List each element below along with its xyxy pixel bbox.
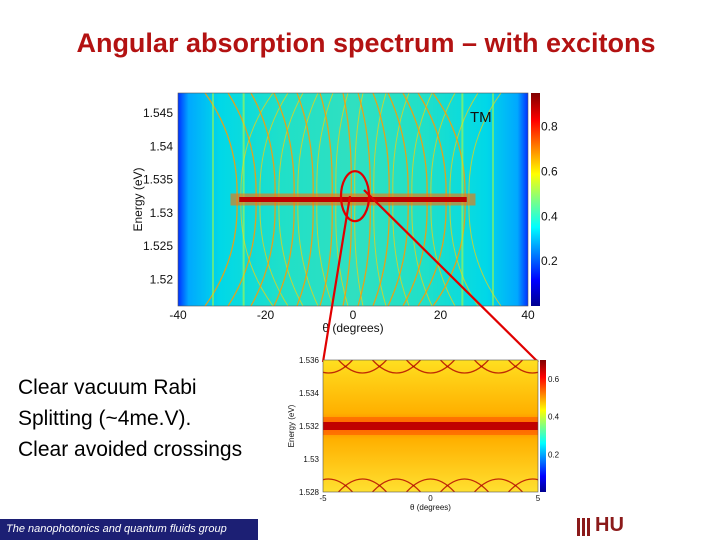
y-tick-label: 1.545 <box>143 106 173 120</box>
zoom-y-axis-label: Energy (eV) <box>287 404 296 447</box>
zoom-heatmap-frame <box>322 359 539 493</box>
main-colorbar <box>531 93 540 306</box>
main-heatmap-frame <box>177 92 529 307</box>
zoom-y-tick-label: 1.53 <box>303 455 319 464</box>
x-axis-label: θ (degrees) <box>322 321 383 335</box>
zoom-mode-line <box>440 360 489 374</box>
zoom-colorbar-tick-label: 0.2 <box>548 450 560 459</box>
zoom-heatmap <box>322 359 539 493</box>
colorbar-tick-label: 0.4 <box>541 209 558 223</box>
slide-title: Angular absorption spectrum – with excit… <box>76 28 656 58</box>
zoom-colorbar-tick-label: 0.4 <box>548 413 560 422</box>
zoom-mode-line <box>508 360 538 374</box>
caption-line-2: Splitting (~4me.V). <box>18 407 192 430</box>
zoom-mode-line <box>406 360 455 374</box>
university-logo-icon <box>577 518 590 536</box>
zoom-mode-line <box>372 478 421 492</box>
zoom-mode-line <box>406 478 455 492</box>
zoom-x-tick-label: -5 <box>319 494 327 503</box>
zoom-x-tick-label: 5 <box>536 494 541 503</box>
zoom-x-tick-label: 0 <box>428 494 433 503</box>
y-tick-label: 1.535 <box>143 173 173 187</box>
exciton-band <box>239 197 467 202</box>
zoom-y-tick-label: 1.534 <box>299 389 320 398</box>
zoom-y-tick-label: 1.536 <box>299 356 320 365</box>
zoom-mode-line <box>474 360 523 374</box>
zoom-colorbar-tick-label: 0.6 <box>548 375 560 384</box>
zoom-heatmap-mode-lines <box>323 360 538 492</box>
caption-line-3: Clear avoided crossings <box>18 438 243 461</box>
logo-text: HU <box>595 514 624 536</box>
zoom-axes: 1.528 1.53 1.532 1.534 1.536 -5 0 5 θ (degrees) E… <box>287 356 541 512</box>
zoom-x-axis-label: θ (degrees) <box>410 503 451 512</box>
tm-annotation: TM <box>470 109 492 126</box>
zoom-mode-line <box>338 478 387 492</box>
y-tick-label: 1.54 <box>150 139 174 153</box>
x-tick-label: 20 <box>434 308 448 322</box>
zoom-mode-line <box>338 360 387 374</box>
x-tick-label: -40 <box>169 308 187 322</box>
zoom-exciton-band <box>323 422 538 430</box>
zoom-mode-line <box>323 478 353 492</box>
zoom-connector-right <box>363 189 539 363</box>
caption-line-1: Clear vacuum Rabi <box>18 376 197 399</box>
x-tick-label: 0 <box>350 308 357 322</box>
main-heatmap: TM <box>177 92 529 307</box>
y-tick-label: 1.525 <box>143 239 173 253</box>
y-tick-label: 1.52 <box>150 272 174 286</box>
zoom-mode-line <box>474 478 523 492</box>
colorbar-tick-label: 0.8 <box>541 120 558 134</box>
x-tick-label: 40 <box>521 308 535 322</box>
zoom-mode-line <box>508 478 538 492</box>
main-axes: 1.52 1.525 1.53 1.535 1.54 1.545 -40 -20 0 20 40 θ … <box>131 106 535 335</box>
zoom-y-tick-label: 1.532 <box>299 422 320 431</box>
zoom-mode-line <box>323 360 353 374</box>
zoom-mode-line <box>440 478 489 492</box>
y-tick-label: 1.53 <box>150 206 174 220</box>
zoom-connector-left <box>321 195 352 363</box>
footer-group-name: The nanophotonics and quantum fluids gro… <box>0 519 258 540</box>
zoom-colorbar-ticks: 0.2 0.4 0.6 <box>548 375 560 459</box>
y-axis-label: Energy (eV) <box>131 167 145 231</box>
caption: Clear vacuum Rabi Splitting (~4me.V). Cl… <box>18 372 242 465</box>
main-heatmap-mode-lines <box>204 93 502 306</box>
zoom-colorbar <box>540 360 546 492</box>
zoom-mode-line <box>372 360 421 374</box>
colorbar-tick-label: 0.2 <box>541 254 558 268</box>
zoom-y-tick-label: 1.528 <box>299 488 320 497</box>
colorbar-tick-label: 0.6 <box>541 164 558 178</box>
x-tick-label: -20 <box>257 308 275 322</box>
main-colorbar-ticks: 0.2 0.4 0.6 0.8 <box>541 120 558 269</box>
